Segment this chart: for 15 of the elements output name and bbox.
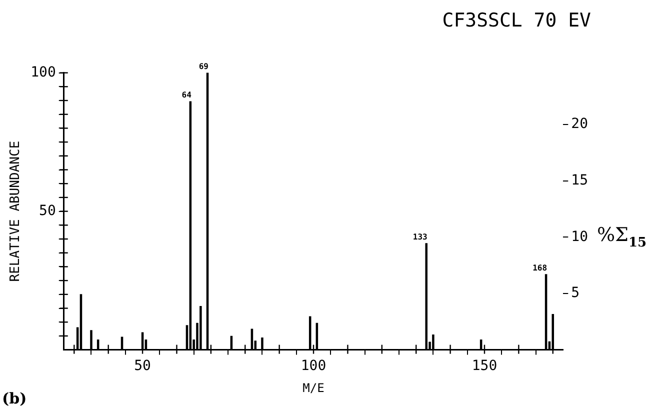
text: (b): [2, 389, 27, 408]
annotation: 69: [198, 62, 209, 71]
annotation: 133: [412, 232, 428, 242]
chart-title: CF3SSCL 70 EV: [442, 9, 591, 32]
annotation: 168: [532, 264, 548, 273]
y2-tick-label: 15: [571, 172, 588, 189]
x-axis-title: M/E: [302, 380, 324, 395]
x-tick-label: 100: [300, 358, 326, 374]
annotation: 64: [182, 90, 192, 100]
x-tick-label: 150: [472, 358, 498, 374]
y-axis-title: RELATIVE ABUNDANCE: [8, 140, 24, 282]
y2-tick-label: 20: [571, 116, 588, 132]
y2-tick-label: 5: [571, 285, 580, 302]
y2-tick-label: 10: [571, 228, 588, 245]
x-tick-label: 50: [134, 358, 151, 374]
